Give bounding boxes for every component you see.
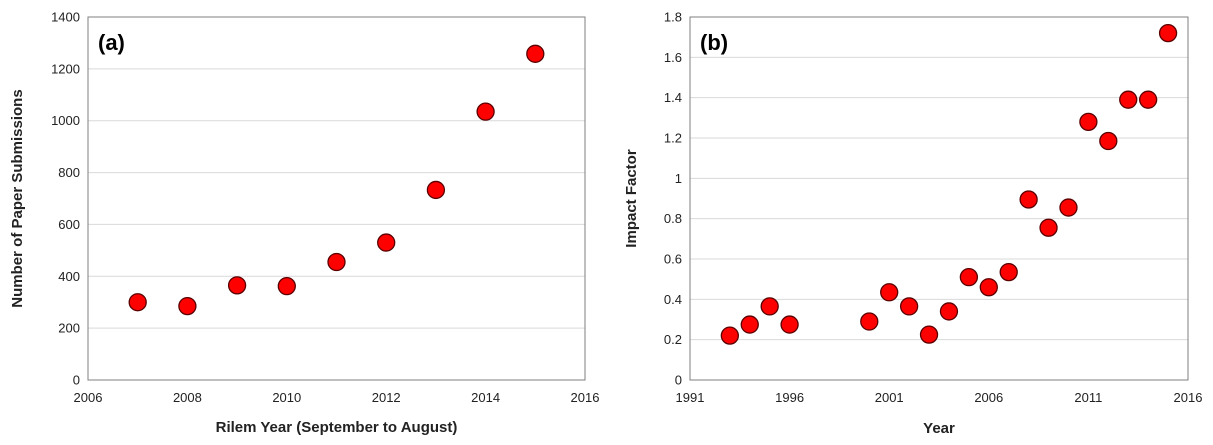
data-point	[899, 297, 919, 316]
y-tick-label: 0.8	[664, 211, 682, 226]
y-axis-title: Impact Factor	[623, 149, 640, 248]
y-tick-label: 600	[58, 217, 80, 232]
data-point	[128, 293, 147, 312]
panel-label: (b)	[700, 30, 728, 55]
data-point	[277, 276, 296, 296]
panel-a: 0 200 400 600 800 1000 1200 1400 2006 2008 2010 201…	[9, 10, 599, 437]
data-point	[1158, 23, 1178, 43]
data-point	[1099, 131, 1118, 151]
y-tick-label: 200	[58, 321, 80, 336]
y-tick-label: 1.4	[664, 90, 682, 105]
data-point	[979, 278, 998, 297]
plot-frame	[689, 16, 1189, 381]
x-tick-label: 2012	[372, 390, 401, 405]
data-point	[999, 262, 1018, 282]
x-axis-title: Year	[923, 420, 955, 437]
y-tick-label: 400	[58, 269, 80, 284]
data-point	[327, 252, 346, 272]
data-point	[1059, 198, 1078, 217]
data-point	[1139, 90, 1158, 109]
x-tick-label: 2016	[1174, 390, 1203, 405]
data-point	[377, 233, 396, 252]
data-point	[1079, 112, 1098, 132]
plot-frame	[87, 16, 586, 381]
data-point	[939, 302, 959, 321]
y-tick-label: 0	[73, 373, 80, 388]
data-point	[919, 325, 939, 344]
x-tick-label: 2010	[272, 390, 301, 405]
data-point	[860, 312, 879, 331]
data-point	[476, 102, 495, 121]
data-point	[1119, 90, 1138, 109]
y-axis-title: Number of Paper Submissions	[9, 89, 26, 307]
data-point	[1019, 190, 1038, 209]
panel-label: (a)	[98, 30, 125, 55]
y-tick-label: 1	[675, 171, 682, 186]
x-tick-label: 2011	[1074, 390, 1102, 405]
data-point	[780, 315, 799, 334]
data-point	[760, 297, 779, 316]
x-axis-title: Rilem Year (September to August)	[216, 419, 458, 436]
data-point	[426, 180, 446, 200]
y-tick-label: 800	[58, 165, 80, 180]
y-tick-label: 1000	[51, 113, 80, 128]
data-point	[227, 276, 247, 295]
y-tick-label: 0	[675, 373, 682, 388]
x-tick-label: 2008	[173, 390, 202, 405]
y-tick-label: 0.2	[664, 332, 682, 347]
y-tick-label: 1.6	[664, 50, 682, 65]
data-point	[178, 296, 197, 316]
data-point	[880, 283, 899, 302]
data-point	[740, 315, 759, 334]
data-point	[526, 44, 545, 63]
y-tick-label: 1400	[51, 10, 80, 25]
x-tick-label: 2014	[471, 390, 500, 405]
x-tick-label: 2016	[571, 390, 600, 405]
x-tick-label: 2001	[875, 390, 904, 405]
x-tick-label: 1996	[775, 390, 804, 405]
y-tick-label: 1.8	[664, 10, 682, 25]
x-tick-label: 2006	[74, 390, 103, 405]
y-tick-label: 0.4	[664, 292, 682, 307]
y-tick-label: 1.2	[664, 131, 682, 146]
data-point	[1039, 218, 1058, 237]
data-point	[959, 267, 979, 287]
data-point	[720, 326, 739, 345]
y-tick-label: 0.6	[664, 252, 682, 267]
x-tick-label: 2006	[974, 390, 1003, 405]
panel-b: 0 0.2 0.4 0.6 0.8 1 1.2 1.4 1.6 1.8 1991 1996 2001 20…	[623, 10, 1202, 438]
y-tick-label: 1200	[51, 61, 80, 76]
x-tick-label: 1991	[676, 390, 705, 405]
